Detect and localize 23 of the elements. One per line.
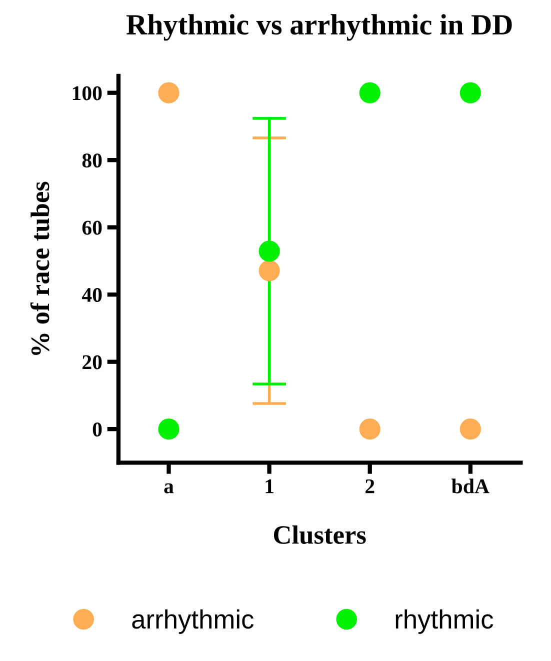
y-tick-label: 40 xyxy=(82,288,102,302)
x-tick-label: 2 xyxy=(366,479,374,494)
point xyxy=(258,260,280,282)
point xyxy=(359,418,380,440)
point xyxy=(158,82,180,104)
y-tick-label: 80 xyxy=(82,153,102,168)
point xyxy=(258,240,280,262)
x-tick-label: 1 xyxy=(266,479,274,494)
x-axis-title: Clusters xyxy=(274,525,366,544)
x-tick-label: a xyxy=(164,483,174,494)
legend-label: rhythmic xyxy=(396,609,494,634)
y-tick-label: 0 xyxy=(92,422,102,437)
y-tick-label: 100 xyxy=(72,86,102,100)
chart-title: Rhythmic vs arrhythmic in DD xyxy=(126,14,512,41)
y-tick-label: 60 xyxy=(82,220,102,235)
point xyxy=(460,82,481,104)
legend-label: arrhythmic xyxy=(132,609,254,634)
y-axis-title: % of race tubes xyxy=(30,182,50,355)
x-tick-label: bdA xyxy=(452,478,490,494)
y-tick-label: 20 xyxy=(82,355,102,370)
point xyxy=(359,82,380,104)
point xyxy=(158,418,180,440)
point xyxy=(460,418,481,440)
